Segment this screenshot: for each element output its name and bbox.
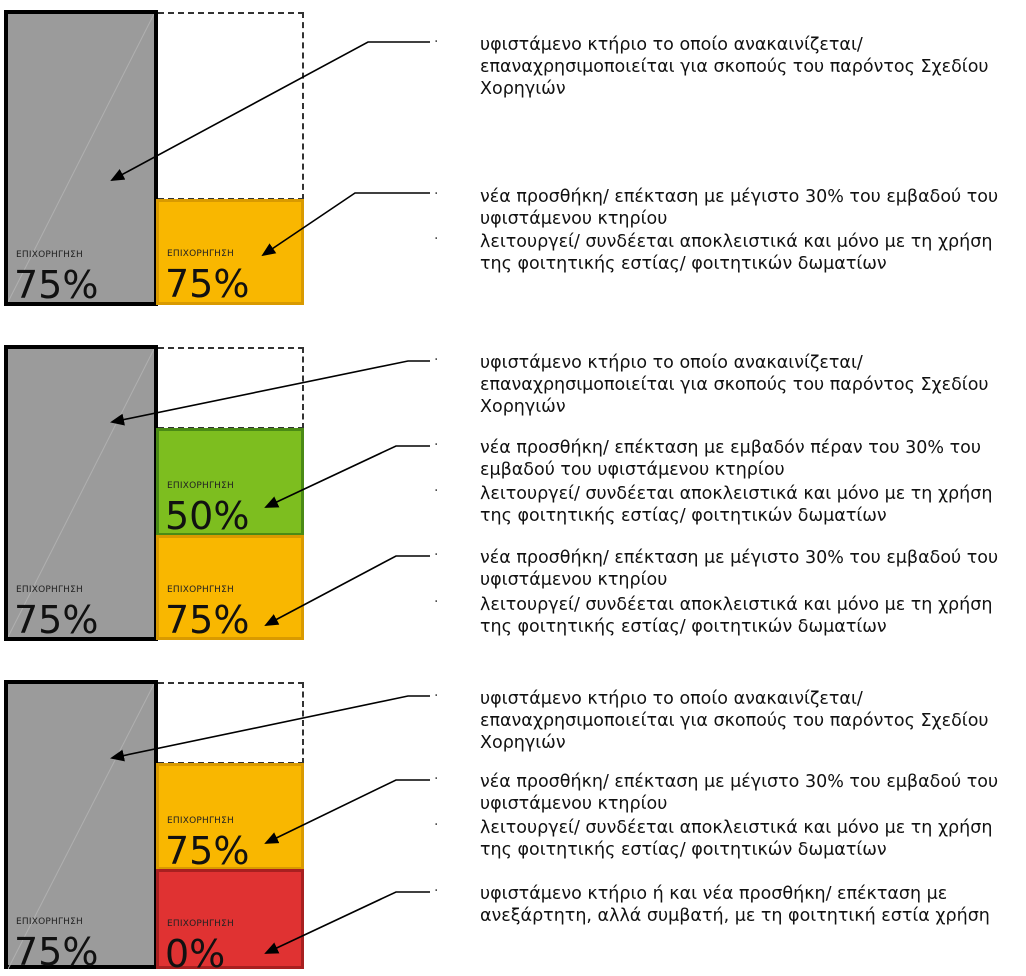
existing-building-box: ΕΠΙΧΟΡΗΓΗΣΗ 75% [4,345,158,641]
bullet-dot-icon: · [434,352,439,368]
existing-subsidy-percent: 75% [14,930,99,974]
bullet-text: νέα προσθήκη/ επέκταση με μέγιστο 30% το… [480,548,999,590]
bullet-text: νέα προσθήκη/ επέκταση με μέγιστο 30% το… [480,187,999,229]
extension-subsidy-label: ΕΠΙΧΟΡΗΓΗΣΗ [167,481,234,491]
allowed-envelope-outline [158,12,304,200]
bullet-dot-icon: · [434,231,439,247]
extension-block: ΕΠΙΧΟΡΗΓΗΣΗ 50% [156,428,304,536]
extension-block: ΕΠΙΧΟΡΗΓΗΣΗ 0% [156,869,304,973]
extension-subsidy-percent: 75% [165,262,250,306]
bullet-text: λειτουργεί/ συνδέεται αποκλειστικά και μ… [480,232,993,274]
bullet-text: υφιστάμενο κτήριο το οποίο ανακαινίζεται… [480,35,989,99]
bullet-dot-icon: · [434,34,439,50]
bullet-dot-icon: · [434,688,439,704]
extension-subsidy-percent: 0% [165,932,226,976]
allowed-envelope-outline [158,682,304,764]
bullet-text: λειτουργεί/ συνδέεται αποκλειστικά και μ… [480,595,993,637]
bullet-text: νέα προσθήκη/ επέκταση με εμβαδόν πέραν … [480,438,981,480]
extension-block: ΕΠΙΧΟΡΗΓΗΣΗ 75% [156,535,304,640]
bullet-dot-icon: · [434,437,439,453]
extension-subsidy-label: ΕΠΙΧΟΡΗΓΗΣΗ [167,585,234,595]
bullet-dot-icon: · [434,817,439,833]
bullet-dot-icon: · [434,883,439,899]
bullet-dot-icon: · [434,186,439,202]
extension-block: ΕΠΙΧΟΡΗΓΗΣΗ 75% [156,763,304,870]
bullet-dot-icon: · [434,483,439,499]
existing-subsidy-label: ΕΠΙΧΟΡΗΓΗΣΗ [16,917,83,927]
bullet-text: υφιστάμενο κτήριο ή και νέα προσθήκη/ επ… [480,884,990,926]
allowed-envelope-outline [158,347,304,429]
bullet-text: υφιστάμενο κτήριο το οποίο ανακαινίζεται… [480,689,989,753]
extension-subsidy-label: ΕΠΙΧΟΡΗΓΗΣΗ [167,816,234,826]
existing-subsidy-percent: 75% [14,598,99,642]
existing-subsidy-label: ΕΠΙΧΟΡΗΓΗΣΗ [16,585,83,595]
bullet-dot-icon: · [434,547,439,563]
bullet-dot-icon: · [434,771,439,787]
bullet-text: υφιστάμενο κτήριο το οποίο ανακαινίζεται… [480,353,989,417]
existing-building-box: ΕΠΙΧΟΡΗΓΗΣΗ 75% [4,680,158,974]
bullet-dot-icon: · [434,594,439,610]
bullet-text: λειτουργεί/ συνδέεται αποκλειστικά και μ… [480,484,993,526]
extension-subsidy-percent: 75% [165,598,250,642]
existing-subsidy-percent: 75% [14,263,99,307]
bullet-text: νέα προσθήκη/ επέκταση με μέγιστο 30% το… [480,772,999,814]
existing-building-box: ΕΠΙΧΟΡΗΓΗΣΗ 75% [4,10,158,306]
extension-subsidy-label: ΕΠΙΧΟΡΗΓΗΣΗ [167,919,234,929]
existing-subsidy-label: ΕΠΙΧΟΡΗΓΗΣΗ [16,250,83,260]
extension-block: ΕΠΙΧΟΡΗΓΗΣΗ 75% [156,199,304,305]
bullet-text: λειτουργεί/ συνδέεται αποκλειστικά και μ… [480,818,993,860]
extension-subsidy-label: ΕΠΙΧΟΡΗΓΗΣΗ [167,249,234,259]
extension-subsidy-percent: 75% [165,829,250,873]
extension-subsidy-percent: 50% [165,494,250,538]
